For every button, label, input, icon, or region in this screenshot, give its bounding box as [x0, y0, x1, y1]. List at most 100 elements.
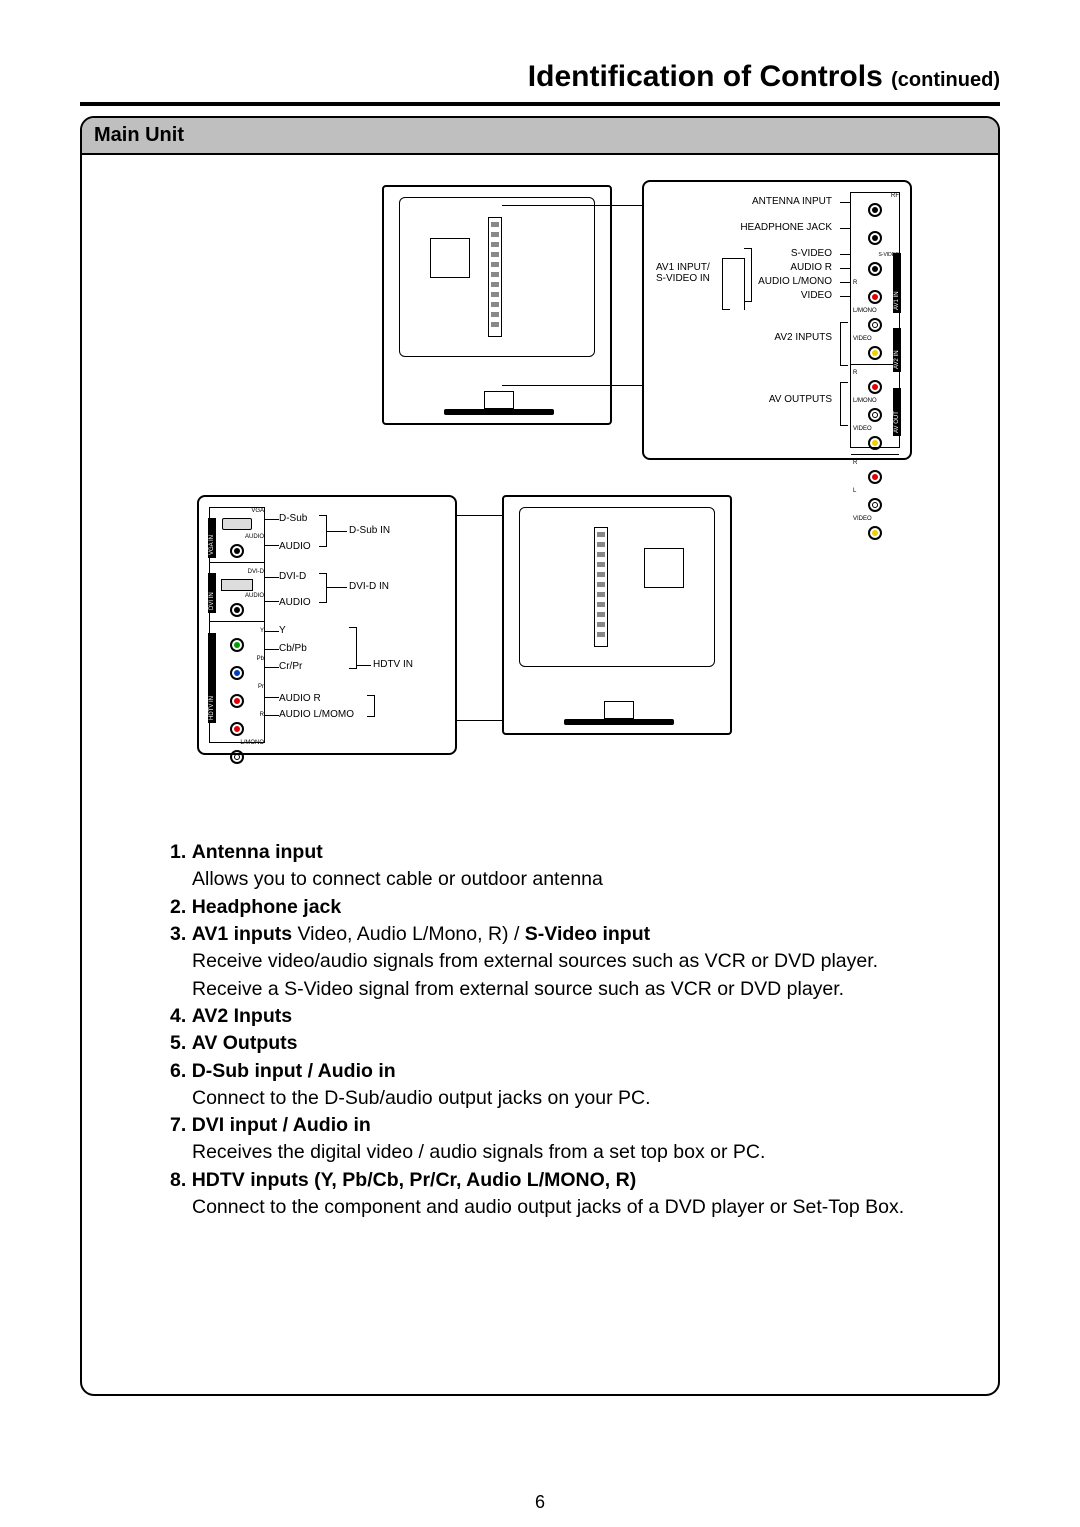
jack-pr [230, 694, 244, 708]
leader [730, 258, 744, 259]
tiny: Pr [210, 684, 264, 690]
leader [265, 545, 279, 546]
tiny: L/MONO [210, 740, 264, 746]
jack-dvi [221, 579, 253, 591]
tiny: RF [851, 193, 899, 199]
head: HDTV inputs (Y, Pb/Cb, Pr/Cr, Audio L/MO… [192, 1169, 637, 1191]
num: 5. [170, 1032, 186, 1054]
brace [722, 258, 730, 310]
head: Antenna input [192, 841, 323, 863]
tiny: VIDEO [851, 426, 899, 432]
zoom-line [502, 385, 642, 386]
tiny: VGA [210, 508, 264, 514]
item-8: 8. HDTV inputs (Y, Pb/Cb, Pr/Cr, Audio L… [170, 1167, 938, 1193]
tv-rear-top [382, 185, 612, 425]
num: 7. [170, 1114, 186, 1136]
lbl-dsub: D-Sub [279, 513, 307, 524]
num: 6. [170, 1060, 186, 1082]
page-title: Identification of Controls (continued) [80, 60, 1000, 102]
lbl-cbpb: Cb/Pb [279, 643, 307, 654]
item-3-text1: Receive video/audio signals from externa… [170, 948, 938, 974]
side-label: AV OUT [893, 388, 901, 436]
head: AV1 inputs [192, 923, 292, 945]
lbl-dvid: DVI-D [279, 571, 306, 582]
num: 2. [170, 896, 186, 918]
jack-out-l [868, 498, 882, 512]
panel-square [430, 238, 470, 278]
description-list: 1. Antenna input Allows you to connect c… [170, 838, 938, 1221]
zoom-line [502, 205, 642, 206]
side-label: HDTV IN [208, 633, 216, 723]
leader [265, 667, 279, 668]
item-1-text: Allows you to connect cable or outdoor a… [170, 866, 938, 892]
jack-rf [868, 203, 882, 217]
section-header: Main Unit [82, 118, 998, 155]
lbl-av1: AV1 INPUT/ S-VIDEO IN [656, 262, 710, 284]
item-7-text: Receives the digital video / audio signa… [170, 1139, 938, 1165]
leader [265, 631, 279, 632]
head: Headphone jack [192, 896, 342, 918]
tiny: R [851, 370, 899, 376]
lbl-y: Y [279, 625, 286, 636]
diagram-zone: ANTENNA INPUT HEADPHONE JACK AV1 INPUT/ … [82, 155, 998, 795]
leader [265, 519, 279, 520]
jack-video [868, 346, 882, 360]
tiny: S-VIDEO [851, 253, 899, 258]
item-6: 6. D-Sub input / Audio in [170, 1058, 938, 1084]
lbl-crpr: Cr/Pr [279, 661, 302, 672]
tiny: R [851, 460, 899, 466]
brace [367, 695, 375, 717]
num: 1. [170, 841, 186, 863]
brace [840, 322, 848, 366]
jack-hdtv-r [230, 722, 244, 736]
jack-dsub [222, 518, 252, 530]
jack-out-v [868, 526, 882, 540]
item-6-text: Connect to the D-Sub/audio output jacks … [170, 1085, 938, 1111]
panel-square [644, 548, 684, 588]
main-content-box: Main Unit ANTENNA INPUT HEADPHONE JACK A… [80, 116, 1000, 1396]
tiny: VIDEO [851, 516, 899, 522]
lbl-dvidin: DVI-D IN [349, 581, 389, 592]
tiny: AUDIO [210, 534, 264, 540]
lbl-headphone: HEADPHONE JACK [740, 222, 832, 233]
lbl-video: VIDEO [801, 290, 832, 301]
brace [319, 573, 327, 603]
port-column [594, 527, 608, 647]
tiny: L/MONO [851, 308, 899, 314]
head2: S-Video input [525, 923, 650, 945]
item-1: 1. Antenna input [170, 839, 938, 865]
side-label: AV2 IN [893, 328, 901, 372]
tiny: AUDIO [210, 593, 264, 599]
num: 3. [170, 923, 186, 945]
item-5: 5. AV Outputs [170, 1030, 938, 1056]
brace [840, 382, 848, 426]
leader [265, 715, 279, 716]
brace [744, 248, 752, 302]
tv-stand [564, 719, 674, 725]
leader [265, 697, 279, 698]
title-main: Identification of Controls [528, 60, 883, 93]
num: 8. [170, 1169, 186, 1191]
num: 4. [170, 1005, 186, 1027]
leader [327, 531, 347, 532]
jack-svideo [868, 262, 882, 276]
tiny: Y [210, 628, 264, 634]
tv-neck [484, 391, 514, 409]
jack-y [230, 638, 244, 652]
jack-strip: RF S-VIDEO R L/MONO VIDEO AV1 IN R L/MON… [850, 192, 900, 448]
lbl-avout: AV OUTPUTS [769, 394, 832, 405]
jack-strip: VGA AUDIO VGA IN DVI-D AUDIO DVI IN Y Pb… [209, 507, 265, 743]
lbl-av2: AV2 INPUTS [774, 332, 832, 343]
tiny: L [851, 488, 899, 494]
tv-neck [604, 701, 634, 719]
head: AV Outputs [192, 1032, 298, 1054]
item-4: 4. AV2 Inputs [170, 1003, 938, 1029]
brace [319, 515, 327, 547]
tv-stand [444, 409, 554, 415]
lbl-dsubin: D-Sub IN [349, 525, 390, 536]
leader [265, 649, 279, 650]
side-label: DVI IN [208, 573, 216, 613]
tv-body [519, 507, 715, 667]
item-3: 3. AV1 inputs Video, Audio L/Mono, R) / … [170, 921, 938, 947]
jack-hdtv-l [230, 750, 244, 764]
